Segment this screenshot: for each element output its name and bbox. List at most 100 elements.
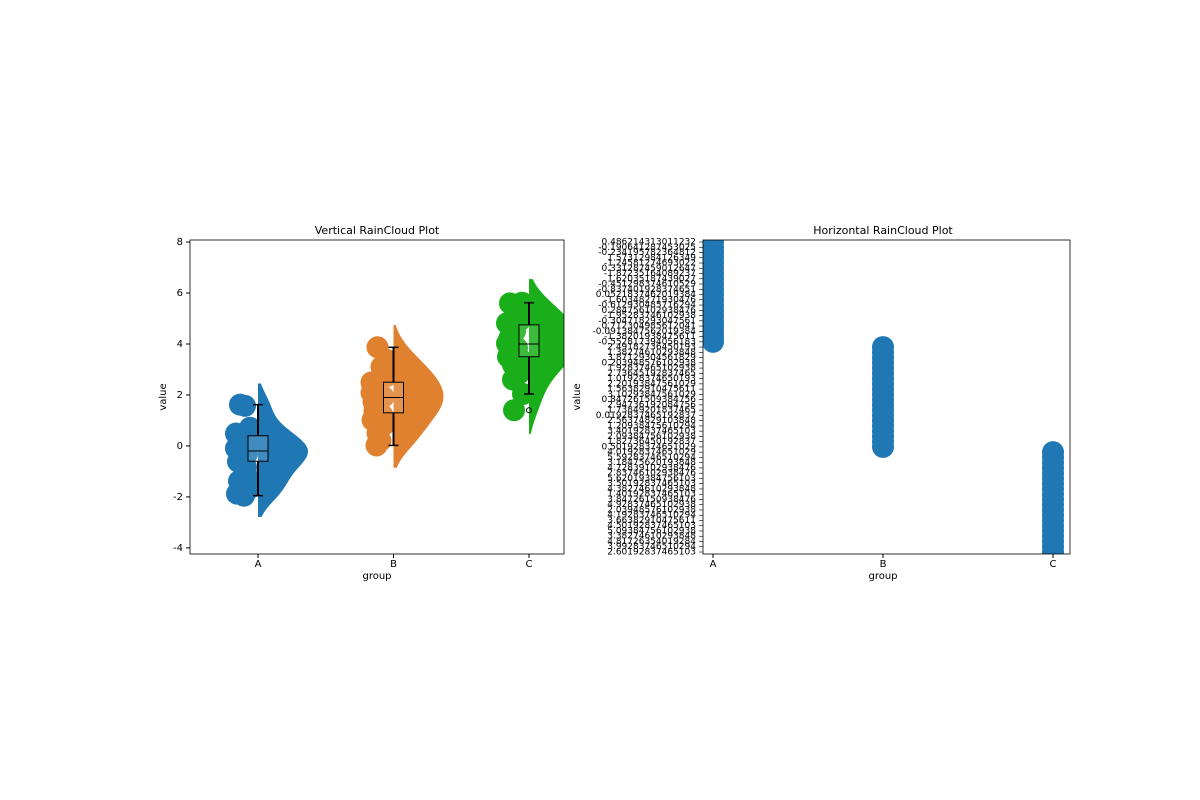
y-tick-label: 4.92837465102938 bbox=[607, 500, 696, 510]
y-tick-label: 2.56374829103848 bbox=[607, 416, 696, 426]
y-tick-label: 4.72839102938476 bbox=[607, 463, 696, 473]
point bbox=[502, 368, 524, 391]
y-tick-label: -0.451298374610529 bbox=[598, 280, 696, 290]
y-tick-label: -0.837401928374651 bbox=[598, 285, 696, 295]
y-tick-label: 0 bbox=[177, 441, 183, 452]
y-axis-label: value bbox=[158, 383, 169, 410]
x-tick-label: A bbox=[710, 559, 717, 570]
y-tick-label: 3.99283746510294 bbox=[607, 542, 696, 552]
y-tick-label: 4.81726354019284 bbox=[607, 537, 696, 547]
y-tick-label: 1.40192837465103 bbox=[607, 490, 696, 500]
x-tick-label: B bbox=[390, 559, 397, 570]
y-tick-label: 4.19283746510294 bbox=[607, 511, 696, 521]
box bbox=[518, 324, 540, 358]
half-violin bbox=[258, 383, 308, 517]
point bbox=[366, 422, 389, 445]
y-tick-label: 0.0521837462019384 bbox=[596, 290, 696, 300]
y-tick-label: 2.94736192084756 bbox=[607, 400, 696, 410]
y-tick-label: 1.56382910475611 bbox=[607, 385, 696, 395]
point bbox=[510, 348, 532, 371]
y-tick-label: 3.84726150938476 bbox=[607, 495, 696, 505]
point bbox=[363, 388, 386, 411]
y-tick-label: 5.59283746510294 bbox=[607, 453, 696, 463]
y-tick-label: -0.304718293047561 bbox=[598, 316, 696, 326]
point bbox=[872, 435, 894, 458]
chart-title: Horizontal RainCloud Plot bbox=[813, 224, 953, 237]
point bbox=[503, 399, 525, 422]
y-tick-label: 2.20193847561029 bbox=[607, 379, 696, 389]
x-axis-label: group bbox=[362, 571, 391, 582]
y-tick-label: 1.20938475610294 bbox=[607, 421, 696, 431]
y-tick-label: 0.712304985612041 bbox=[602, 322, 696, 332]
half-violin bbox=[529, 279, 564, 434]
plot-area bbox=[225, 279, 564, 517]
plot-area bbox=[703, 240, 1064, 554]
x-tick-label: B bbox=[880, 559, 887, 570]
x-axis-label: group bbox=[868, 571, 897, 582]
x-tick-label: C bbox=[526, 559, 533, 570]
y-tick-label: 2.09384756102938 bbox=[607, 432, 696, 442]
y-tick-label: -1.60348271930476 bbox=[604, 295, 696, 305]
y-tick-label: 2.60192837465103 bbox=[607, 548, 696, 558]
y-tick-label: 3.40192837465103 bbox=[607, 427, 696, 437]
y-tick-label: 1.38274610293848 bbox=[607, 348, 696, 358]
y-tick-label: -0.190641287453025 bbox=[598, 243, 696, 253]
x-tick-label: A bbox=[255, 559, 262, 570]
y-tick-label: 5.62019384756103 bbox=[607, 474, 696, 484]
y-tick-label: 3.18475620193848 bbox=[607, 458, 696, 468]
y-tick-label: 1.92837465102938 bbox=[607, 364, 696, 374]
axes-frame bbox=[189, 239, 565, 555]
y-tick-label: 0.847261509384756 bbox=[602, 395, 697, 405]
y-tick-label: 0.203948576102938 bbox=[602, 358, 697, 368]
y-tick-label: 4.01928374651029 bbox=[607, 448, 696, 458]
y-tick-label: 0.331287459012647 bbox=[602, 264, 696, 274]
y-tick-label: 2.49182736450193 bbox=[607, 343, 696, 353]
y-tick-label: -1.95283746102938 bbox=[604, 311, 696, 321]
y-tick-label: -0.234195782364812 bbox=[598, 248, 696, 258]
point bbox=[499, 333, 521, 356]
y-tick-label: 5.09384756102938 bbox=[607, 526, 696, 536]
point bbox=[374, 348, 397, 371]
y-tick-label: 4.50192837465103 bbox=[607, 521, 696, 531]
point bbox=[703, 330, 724, 353]
axes: -4 -2 0 2 4 6 8 A B C A B C 0.486214313011232-0.19064… bbox=[173, 237, 1071, 570]
y-tick-label: -1.38201938475611 bbox=[604, 332, 696, 342]
y-tick-label: 1.62035187439027 bbox=[607, 274, 696, 284]
y-tick-label: 4 bbox=[177, 339, 183, 350]
x-tick-label: C bbox=[1050, 559, 1057, 570]
y-tick-label: 0.284756102938476 bbox=[602, 306, 697, 316]
y-tick-label: -4 bbox=[173, 543, 183, 554]
y-tick-label: 1.82736450192837 bbox=[607, 437, 696, 447]
y-tick-label: -1.87235164089237 bbox=[604, 269, 696, 279]
y-tick-label: 3.66382910475611 bbox=[607, 516, 696, 526]
y-axis-label: value bbox=[572, 383, 583, 410]
y-tick-label: 2.03948576102938 bbox=[607, 505, 696, 515]
chart-title: Vertical RainCloud Plot bbox=[315, 224, 440, 237]
point bbox=[228, 470, 250, 493]
y-tick-label: 0.486214313011232 bbox=[602, 238, 696, 248]
y-tick-label: 2 bbox=[177, 390, 183, 401]
y-tick-label: 2.73645192837465 bbox=[607, 369, 696, 379]
y-tick-label: 1.73849201837465 bbox=[607, 406, 696, 416]
y-tick-label: 3.10293847561029 bbox=[607, 390, 696, 400]
y-tick-label: 0.0192837465192837 bbox=[596, 411, 696, 421]
y-tick-label: -0.612930485716294 bbox=[598, 301, 696, 311]
box bbox=[247, 435, 269, 462]
point bbox=[496, 312, 518, 335]
point bbox=[229, 393, 251, 416]
y-tick-label: 3.50192837465103 bbox=[607, 479, 696, 489]
y-tick-label: 4.38274610293848 bbox=[607, 484, 696, 494]
point bbox=[1042, 541, 1064, 554]
y-tick-label: -0.552817394056183 bbox=[598, 337, 696, 347]
y-tick-label: -1.24581274693022 bbox=[604, 259, 696, 269]
outlier bbox=[526, 407, 532, 414]
y-tick-label: 0.501928374651029 bbox=[602, 442, 697, 452]
y-tick-label: 3.87129304561829 bbox=[607, 353, 696, 363]
y-tick-label: 8 bbox=[177, 237, 183, 248]
y-tick-label: 6 bbox=[177, 288, 183, 299]
axes-frame bbox=[702, 239, 1071, 555]
y-tick-label: 1.01928374650193 bbox=[607, 374, 696, 384]
y-tick-label: 1.57312984126349 bbox=[607, 253, 696, 263]
